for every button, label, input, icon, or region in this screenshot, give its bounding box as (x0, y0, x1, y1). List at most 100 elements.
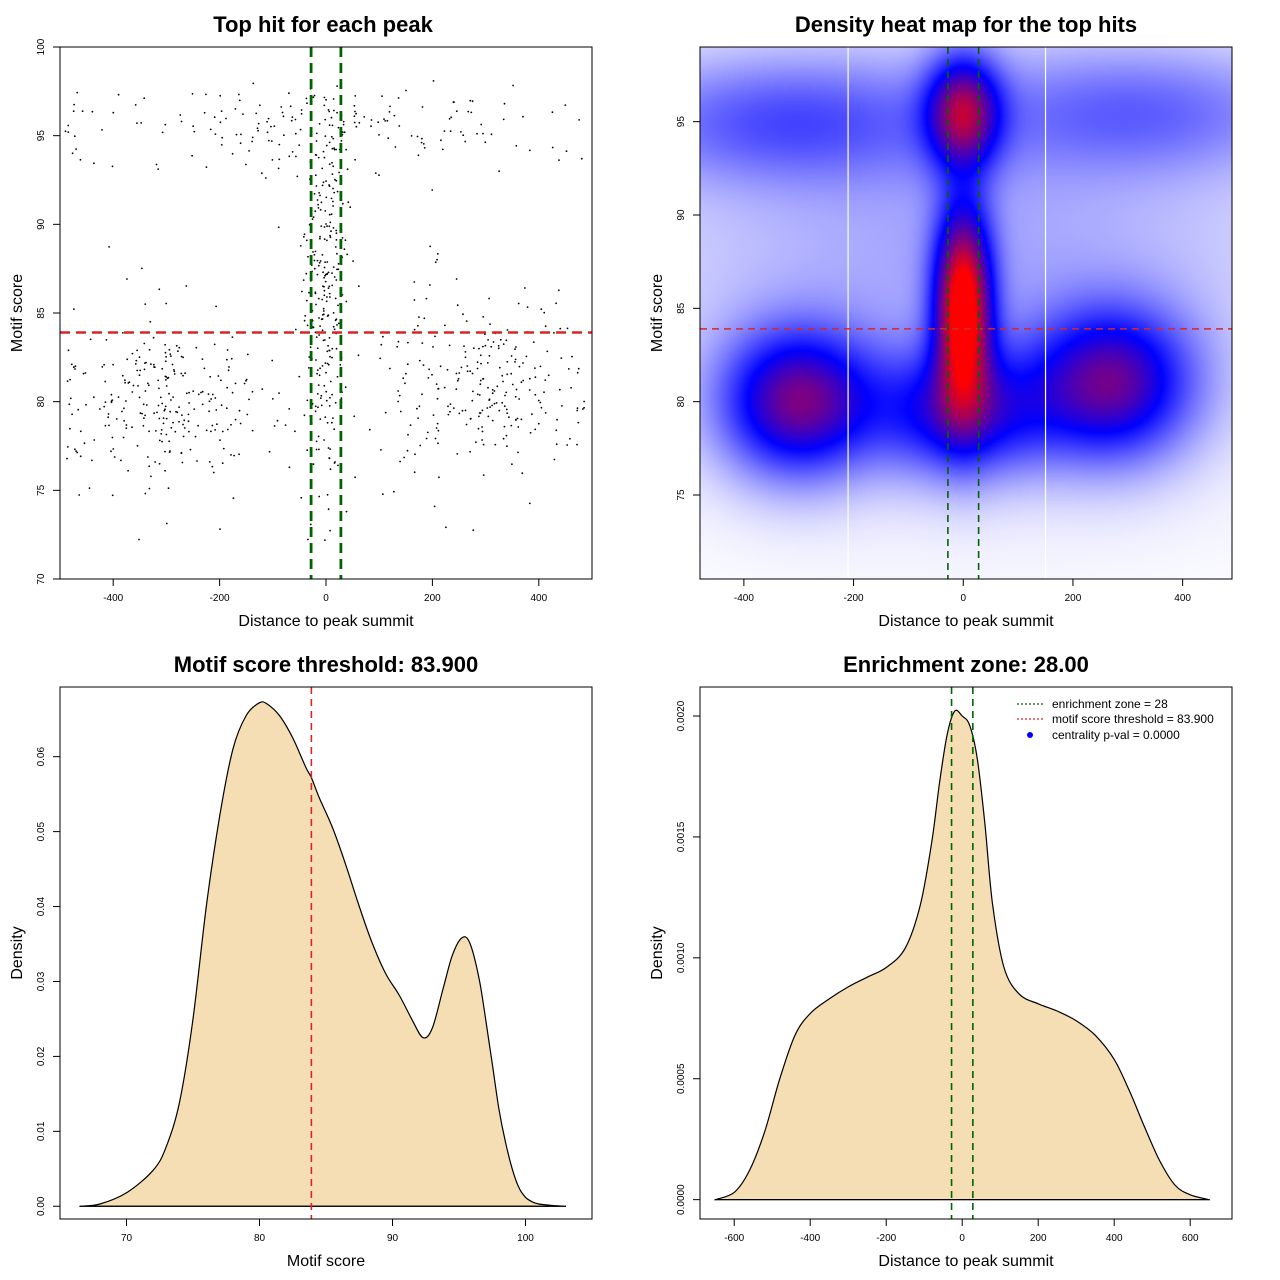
scatter-point (469, 99, 472, 102)
scatter-point (112, 111, 115, 114)
scatter-point (68, 403, 71, 406)
scatter-point (497, 347, 500, 350)
scatter-point (220, 404, 223, 407)
scatter-point (571, 355, 573, 358)
scatter-point (188, 402, 191, 404)
scatter-point (467, 110, 470, 113)
scatter-point (69, 427, 71, 430)
scatter-point (319, 208, 322, 211)
scatter-point (91, 459, 93, 462)
scatter-point (458, 372, 461, 374)
scatter-point (324, 261, 326, 263)
scatter-point (456, 453, 459, 455)
scatter-point (354, 158, 356, 161)
scatter-point (418, 359, 421, 362)
scatter-point (319, 325, 321, 327)
scatter-point (73, 135, 76, 138)
scatter-point (158, 387, 160, 390)
scatter-point (252, 82, 255, 85)
scatter-point (551, 111, 554, 114)
scatter-point (162, 417, 165, 419)
scatter-point (161, 367, 164, 370)
scatter-point (108, 424, 110, 427)
scatter-point (346, 168, 349, 171)
scatter-point (325, 144, 328, 147)
scatter-point (439, 365, 442, 368)
scatter-point (110, 393, 113, 396)
scatter-point (481, 426, 483, 428)
scatter-point (393, 114, 396, 117)
scatter-point (164, 450, 166, 453)
scatter-point (142, 403, 145, 406)
scatter-point (140, 122, 143, 124)
scatter-point (490, 345, 493, 348)
scatter-point (278, 143, 281, 146)
scatter-point (189, 448, 192, 451)
scatter-point (506, 445, 508, 448)
scatter-point (314, 405, 317, 408)
scatter-point (181, 414, 183, 416)
scatter-point (143, 417, 145, 419)
scatter-point (161, 440, 163, 443)
scatter-point (502, 118, 505, 121)
scatter-point (478, 347, 480, 350)
scatter-point (117, 396, 120, 398)
scatter-point (193, 408, 196, 410)
scatter-point (389, 105, 391, 108)
scatter-point (233, 454, 236, 457)
legend-enrichment-zone-label: enrichment zone = 28 (1052, 697, 1168, 711)
scatter-point (329, 468, 332, 471)
scatter-point (458, 412, 461, 415)
scatter-point (525, 355, 528, 358)
scatter-point (368, 428, 371, 431)
scatter-point (540, 406, 543, 409)
scatter-point (555, 429, 558, 432)
scatter-point (326, 261, 329, 263)
scatter-point (214, 133, 217, 136)
scatter-point (209, 128, 212, 131)
scatter-point (505, 391, 508, 394)
scatter-point (481, 409, 484, 412)
scatter-point (201, 358, 204, 360)
scatter-point (544, 412, 547, 414)
scatter-point (323, 439, 325, 441)
scatter-point (345, 300, 348, 303)
scatter-point (559, 327, 562, 330)
x-tick-label: 200 (1065, 593, 1082, 604)
scatter-point (165, 302, 168, 305)
scatter-point (136, 444, 139, 447)
scatter-point (294, 430, 296, 433)
scatter-point (319, 237, 321, 240)
x-tick-label: 80 (254, 1233, 266, 1244)
scatter-point (517, 451, 519, 454)
scatter-point (251, 136, 254, 139)
scatter-point (325, 180, 327, 183)
scatter-point (405, 89, 407, 92)
scatter-point (389, 367, 391, 370)
scatter-point (248, 398, 250, 401)
scatter-point (83, 442, 86, 445)
scatter-point (336, 190, 339, 193)
scatter-point (238, 453, 241, 456)
scatter-point (216, 423, 218, 426)
scatter-point (345, 148, 348, 151)
scatter-point (326, 296, 328, 298)
scatter-point (479, 383, 482, 386)
scatter-point (192, 125, 195, 128)
scatter-point (220, 110, 223, 112)
scatter-point (331, 161, 333, 164)
scatter-point (315, 185, 318, 187)
scatter-point (182, 356, 185, 359)
scatter-point (215, 409, 218, 411)
scatter-point (173, 369, 175, 371)
scatter-point (417, 154, 420, 157)
scatter-point (320, 201, 323, 204)
scatter-point (469, 370, 472, 373)
scatter-point (319, 194, 321, 197)
scatter-point (111, 399, 114, 401)
scatter-point (427, 377, 430, 379)
scatter-point (137, 385, 139, 387)
scatter-point (174, 430, 177, 433)
scatter-point (539, 401, 542, 404)
scatter-point (155, 163, 158, 166)
